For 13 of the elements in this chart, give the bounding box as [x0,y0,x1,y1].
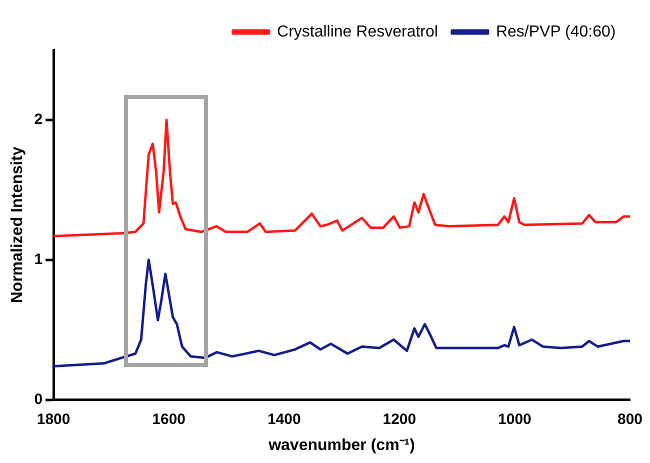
x-axis-title: wavenumber (cm⁻¹) [268,436,415,454]
x-tick-label: 800 [617,410,643,428]
x-tick-label: 1200 [382,410,416,428]
legend-label: Res/PVP (40:60) [496,23,616,40]
x-tick-label: 1400 [267,410,301,428]
y-axis-title: Normalized Intensity [9,146,26,304]
y-tick-label: 2 [34,111,43,128]
y-tick-label: 0 [34,390,43,408]
y-tick-label: 1 [34,251,43,268]
legend-label: Crystalline Resveratrol [277,23,438,40]
x-tick-label: 1600 [152,410,186,428]
x-tick-label: 1000 [498,410,532,428]
x-tick-label: 1800 [36,410,70,428]
